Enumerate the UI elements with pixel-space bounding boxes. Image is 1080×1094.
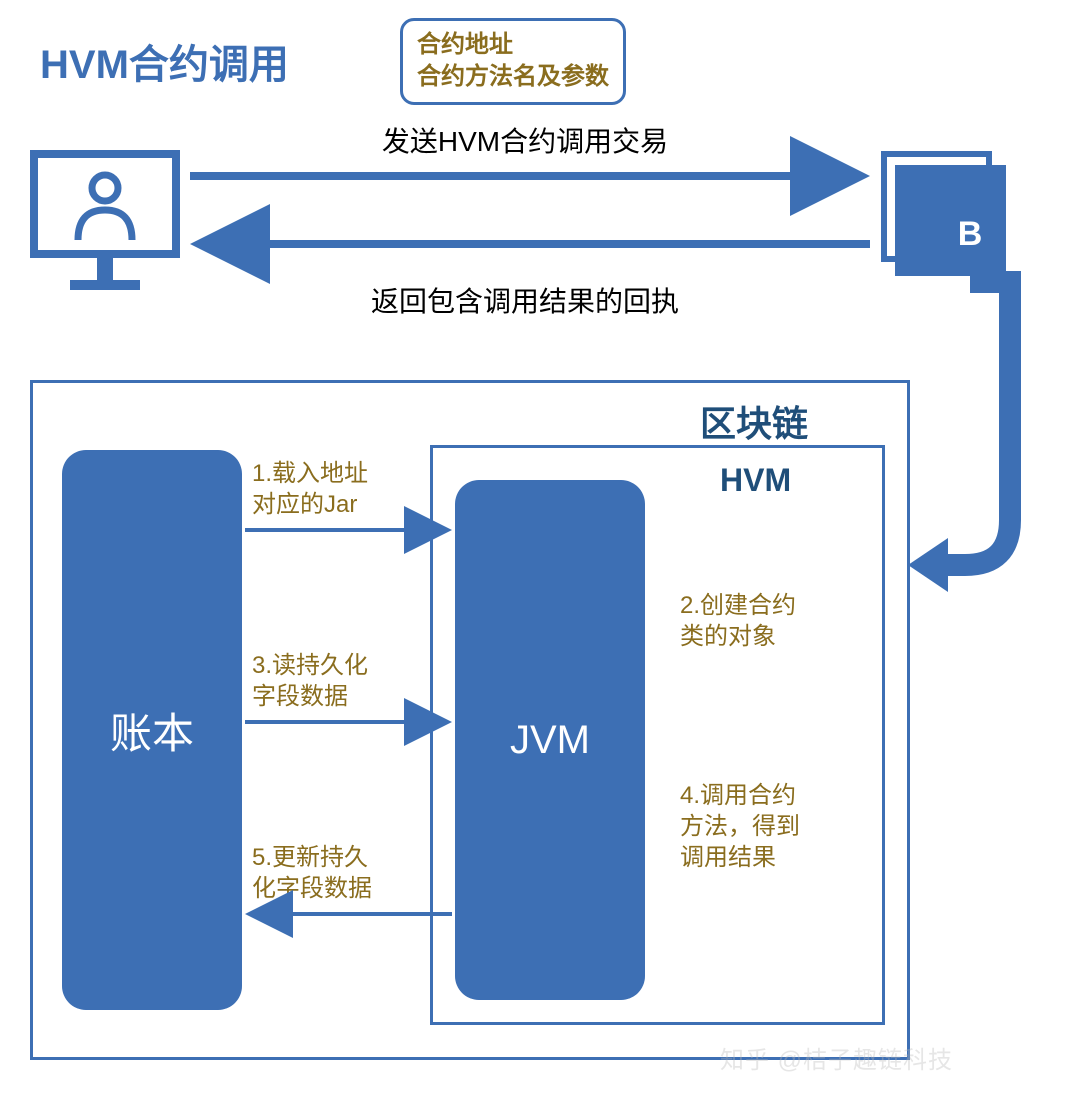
diagram-title: HVM合约调用	[40, 32, 289, 90]
callout-line2: 合约方法名及参数	[417, 61, 609, 93]
step-1-label: 1.载入地址 对应的Jar	[252, 458, 368, 520]
b-block-label: B	[958, 215, 983, 253]
send-label: 发送HVM合约调用交易	[190, 120, 860, 160]
user-monitor-icon	[30, 150, 180, 315]
step-2-label: 2.创建合约 类的对象	[680, 590, 796, 652]
return-label: 返回包含调用结果的回执	[190, 280, 860, 320]
jvm-box: JVM	[455, 480, 645, 1000]
step-4-label: 4.调用合约 方法，得到 调用结果	[680, 780, 800, 874]
watermark: 知乎 @桔子趣链科技	[720, 1040, 953, 1075]
blockchain-node-icon: B	[880, 150, 1010, 285]
ledger-label: 账本	[110, 700, 194, 761]
step-3-label: 3.读持久化 字段数据	[252, 650, 368, 712]
ledger-box: 账本	[62, 450, 242, 1010]
callout-line1: 合约地址	[417, 29, 609, 61]
hvm-label: HVM	[720, 462, 791, 499]
callout-contract-info: 合约地址 合约方法名及参数	[400, 18, 626, 105]
step-5-label: 5.更新持久 化字段数据	[252, 842, 372, 904]
jvm-label: JVM	[510, 718, 590, 763]
blockchain-label: 区块链	[700, 395, 808, 447]
